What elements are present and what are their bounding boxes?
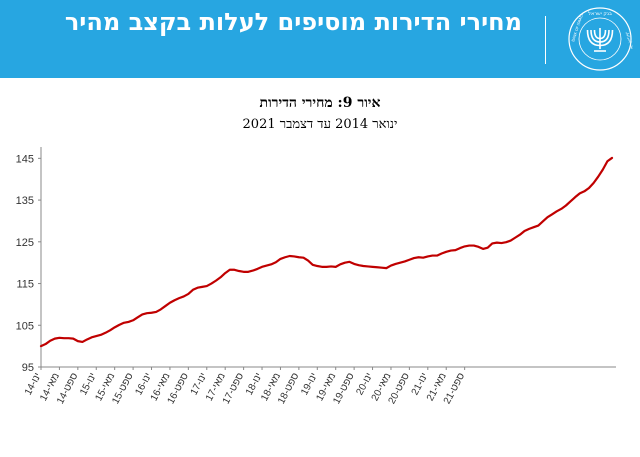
plot-lines	[39, 156, 614, 348]
chart-title: איור 9: מחירי הדירות	[259, 95, 381, 111]
logo-text-top: בנק ישראל	[588, 11, 612, 17]
y-tick-label: 145	[16, 153, 34, 165]
y-tick-label: 95	[22, 362, 34, 374]
y-tick-label: 125	[16, 237, 34, 249]
series-line	[39, 156, 614, 348]
banner-title: מחירי הדירות מוסיפים לעלות בקצב מהיר	[64, 8, 522, 36]
banner-divider	[545, 16, 546, 64]
chart-axes	[40, 147, 616, 368]
y-tick-label: 135	[16, 195, 34, 207]
logo-text-right: بنك إسرائيل	[624, 31, 633, 50]
y-tick-label: 105	[16, 320, 34, 332]
y-tick-label: 115	[16, 279, 34, 291]
x-axis-ticks: ינו-14מאי-14ספט-14ינו-15מאי-15ספט-15ינו-…	[23, 367, 467, 406]
y-axis-ticks: 95 105 115 125 135 145	[16, 153, 41, 374]
chart-subtitle: ינואר 2014 עד דצמבר 2021	[242, 117, 398, 132]
bank-of-israel-logo-icon: בנק ישראל BANK OF ISRAEL بنك إسرائيل	[568, 7, 633, 71]
header-banner: מחירי הדירות מוסיפים לעלות בקצב מהיר בנק…	[0, 0, 640, 78]
